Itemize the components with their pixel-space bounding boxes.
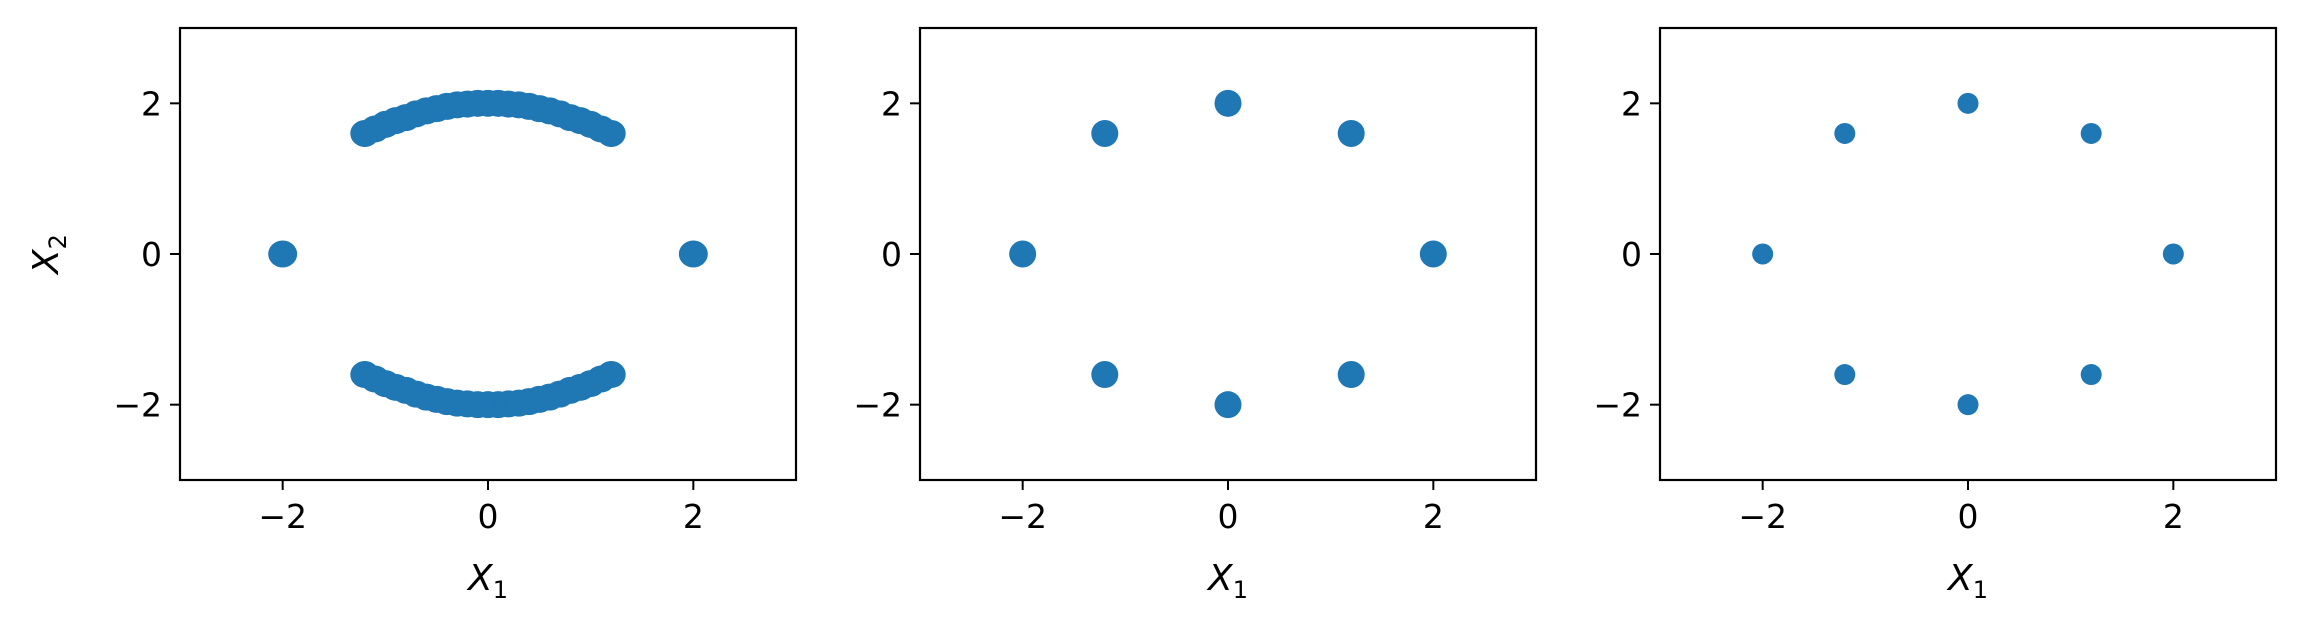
y-tick-label: 0: [1621, 235, 1642, 274]
scatter-point: [1834, 364, 1856, 386]
scatter-point: [1091, 119, 1119, 147]
x-tick-label: 2: [683, 497, 704, 536]
y-tick-label: −2: [853, 386, 902, 425]
scatter-point: [2080, 364, 2102, 386]
x-tick-label: −2: [1738, 497, 1787, 536]
y-axis-label-subscript: 2: [44, 234, 72, 249]
y-axis-label: X2: [26, 234, 72, 276]
y-tick-label: −2: [113, 386, 162, 425]
x-tick-label: −2: [998, 497, 1047, 536]
scatter-points: [268, 89, 708, 419]
y-tick-label: 2: [141, 84, 162, 123]
scatter-point: [2080, 122, 2102, 144]
x-axis-label-subscript: 1: [493, 576, 508, 604]
scatter-point: [1009, 240, 1037, 268]
x-axis-label-subscript: 1: [1973, 576, 1988, 604]
scatter-point: [268, 240, 298, 268]
scatter-point: [1337, 119, 1365, 147]
scatter-point: [1752, 243, 1774, 265]
x-axis-label-subscript: 1: [1233, 576, 1248, 604]
y-tick-label: −2: [1593, 386, 1642, 425]
scatter-point: [1337, 361, 1365, 389]
x-tick-label: 0: [1958, 497, 1979, 536]
scatter-point: [596, 119, 626, 147]
y-tick-label: 0: [141, 235, 162, 274]
scatter-point: [596, 361, 626, 389]
scatter-point: [1834, 122, 1856, 144]
y-tick-label: 0: [881, 235, 902, 274]
scatter-point: [1091, 361, 1119, 389]
scatter-point: [1419, 240, 1447, 268]
scatter-point: [1957, 394, 1979, 416]
x-tick-label: 0: [1218, 497, 1239, 536]
scatter-point: [1214, 391, 1242, 419]
x-tick-label: 2: [2163, 497, 2184, 536]
scatter-point: [2162, 243, 2184, 265]
x-tick-label: −2: [258, 497, 307, 536]
x-tick-label: 0: [478, 497, 499, 536]
scatter-point: [678, 240, 708, 268]
y-tick-label: 2: [881, 84, 902, 123]
x-tick-label: 2: [1423, 497, 1444, 536]
scatter-points: [1752, 92, 2184, 416]
scatter-point: [1214, 89, 1242, 117]
scatter-points: [1009, 89, 1447, 419]
y-tick-label: 2: [1621, 84, 1642, 123]
scatter-point: [1957, 92, 1979, 114]
